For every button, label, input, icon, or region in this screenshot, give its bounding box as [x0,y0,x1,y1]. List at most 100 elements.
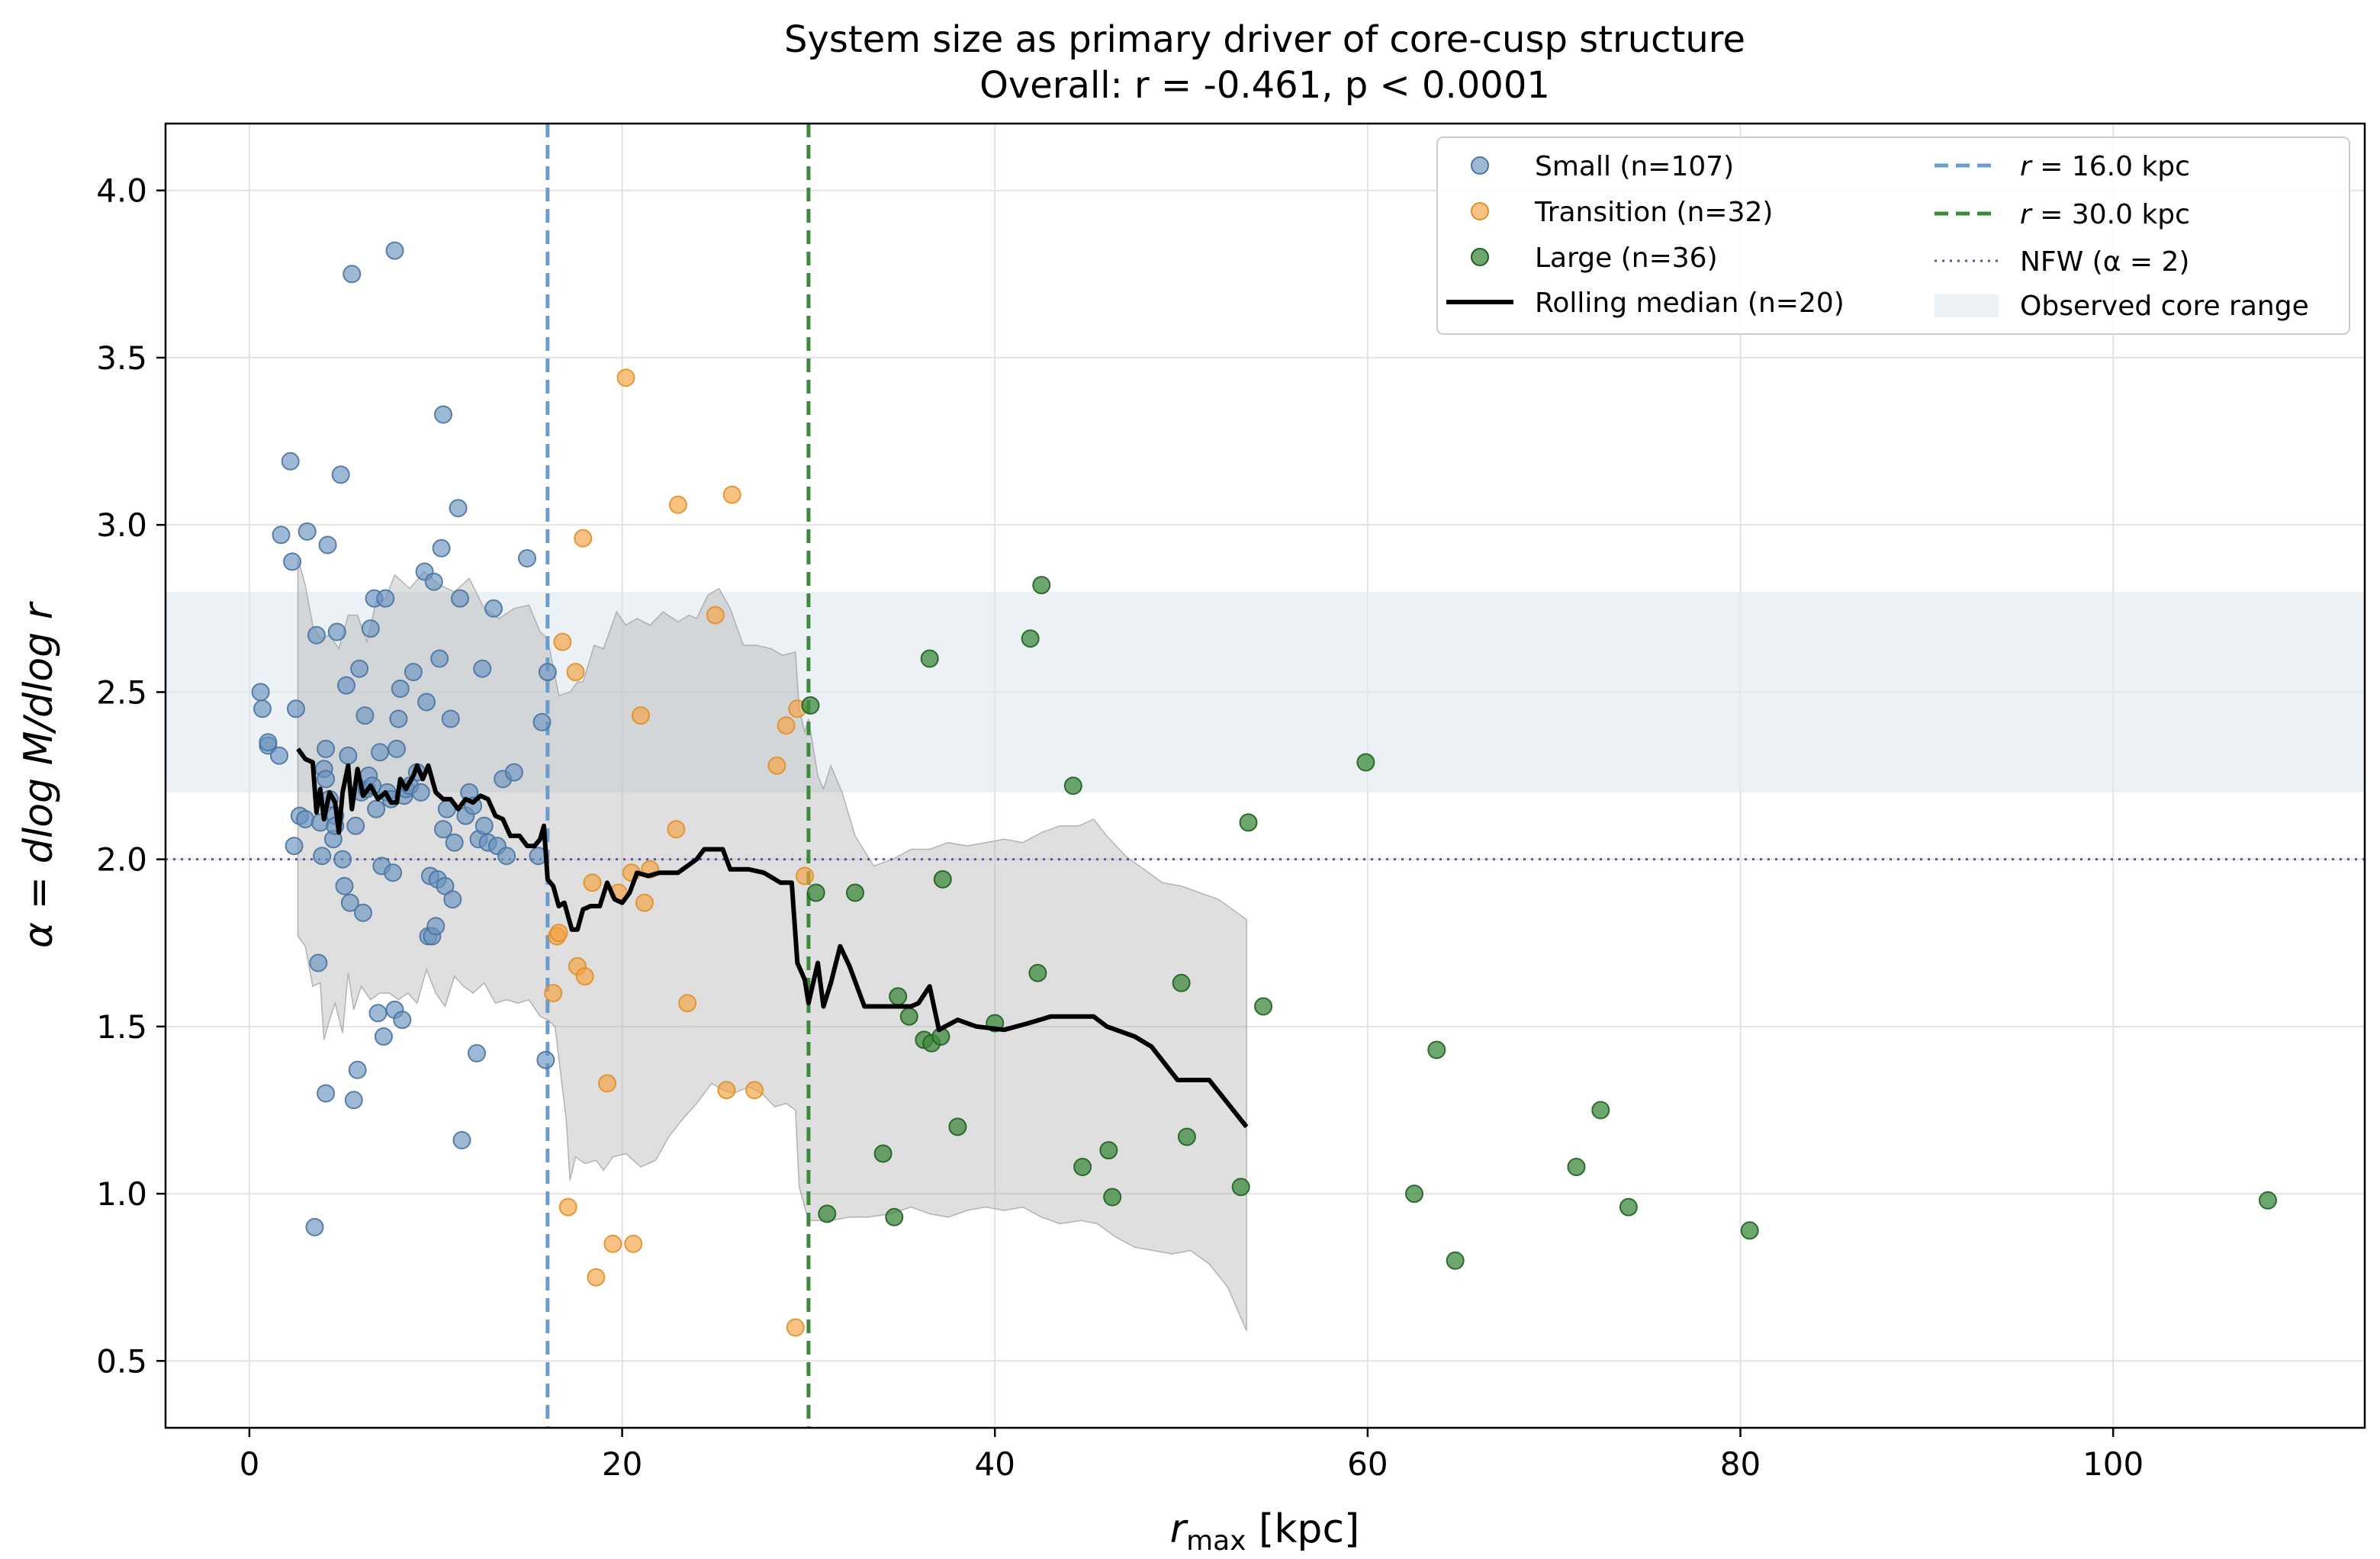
point-transition-8 [575,967,594,986]
point-small-37 [348,1060,367,1079]
legend-patch-core [1935,294,1999,317]
point-transition-9 [583,873,602,892]
point-small-0 [251,683,270,702]
point-small-93 [473,659,492,678]
point-large-3 [846,883,864,902]
point-large-13 [948,1117,967,1136]
point-small-6 [281,452,300,471]
point-large-31 [1567,1158,1586,1176]
point-small-104 [536,1050,555,1069]
point-large-1 [806,883,825,902]
point-transition-3 [553,632,572,651]
legend-box [1436,137,2350,335]
y-tick-label-4: 2.5 [96,673,147,711]
point-transition-7 [574,529,593,548]
point-small-84 [445,833,464,852]
point-small-60 [391,680,410,698]
point-small-103 [532,712,552,731]
point-small-79 [434,820,452,839]
point-small-19 [317,770,336,789]
point-transition-20 [667,820,686,839]
point-large-20 [1099,1141,1118,1160]
legend-label-nfw: NFW (α = 2) [2020,246,2189,278]
point-transition-14 [616,368,635,387]
point-small-73 [424,572,443,591]
point-large-27 [1356,753,1375,772]
point-small-96 [484,599,503,618]
point-transition-29 [786,1318,805,1337]
legend-label-r16-value: = 16.0 kpc [2031,151,2190,182]
point-small-76 [430,649,449,668]
point-large-7 [899,1007,918,1026]
point-transition-16 [624,1234,643,1253]
point-transition-12 [603,1234,622,1253]
point-small-33 [340,893,359,912]
point-small-35 [344,1091,363,1110]
rolling-median-line [296,747,1249,1129]
legend-label-transition: Transition (n=32) [1534,197,1773,228]
x-axis-label-unit: [kpc] [1246,1506,1360,1552]
point-small-69 [417,693,436,712]
point-small-59 [389,709,408,728]
point-transition-21 [668,495,687,514]
legend-label-r30-symbol: r [2020,199,2033,230]
point-large-17 [1032,576,1051,595]
point-large-26 [1254,997,1273,1016]
point-small-38 [350,659,369,678]
point-small-21 [317,1084,336,1103]
point-large-9 [920,649,939,668]
point-small-100 [504,763,523,782]
point-transition-24 [717,1081,736,1100]
point-small-55 [384,863,403,882]
point-small-58 [388,739,406,758]
point-large-12 [933,870,952,889]
point-small-99 [497,847,516,866]
point-transition-0 [544,984,563,1002]
legend-label-r16-symbol: r [2020,151,2033,182]
legend-label-core: Observed core range [2020,291,2309,322]
x-axis-label-subscript: max [1186,1525,1246,1557]
x-tick-label-3: 60 [1347,1445,1388,1483]
point-large-5 [885,1207,904,1226]
point-small-22 [318,535,337,554]
point-small-57 [385,241,404,260]
point-small-101 [518,549,536,567]
point-small-30 [335,876,354,895]
point-transition-23 [706,606,725,625]
point-small-52 [376,589,395,608]
point-large-25 [1239,813,1258,832]
legend-label-large: Large (n=36) [1535,243,1718,274]
point-small-47 [367,799,386,818]
point-small-41 [355,706,375,725]
y-tick-label-0: 0.5 [96,1342,147,1380]
y-tick-label-3: 2.0 [96,841,147,879]
legend-label-r16: r = 16.0 kpc [2020,151,2190,182]
point-small-15 [309,953,328,972]
point-transition-17 [632,706,650,725]
point-transition-2 [549,924,568,943]
point-small-83 [443,890,462,909]
point-small-9 [287,699,305,718]
point-small-12 [298,522,317,541]
point-large-30 [1446,1251,1465,1270]
point-small-61 [393,1011,412,1030]
point-small-78 [434,405,452,424]
legend: Small (n=107) Transition (n=32) Large (n… [1436,137,2350,335]
point-small-65 [404,663,423,682]
point-small-1 [253,699,272,718]
point-small-8 [285,837,304,856]
y-tick-label-2: 1.5 [96,1008,147,1046]
x-tick-label-2: 40 [975,1445,1015,1483]
legend-label-rolling: Rolling median (n=20) [1535,288,1844,319]
point-transition-28 [777,716,796,735]
rolling-median [296,747,1249,1129]
point-large-29 [1427,1040,1446,1059]
point-transition-11 [598,1074,616,1093]
point-large-24 [1231,1178,1250,1197]
point-small-7 [283,552,302,571]
point-small-82 [441,709,460,728]
point-small-14 [307,625,326,644]
point-transition-31 [796,866,814,886]
point-large-22 [1172,973,1191,992]
point-small-4 [270,746,288,765]
